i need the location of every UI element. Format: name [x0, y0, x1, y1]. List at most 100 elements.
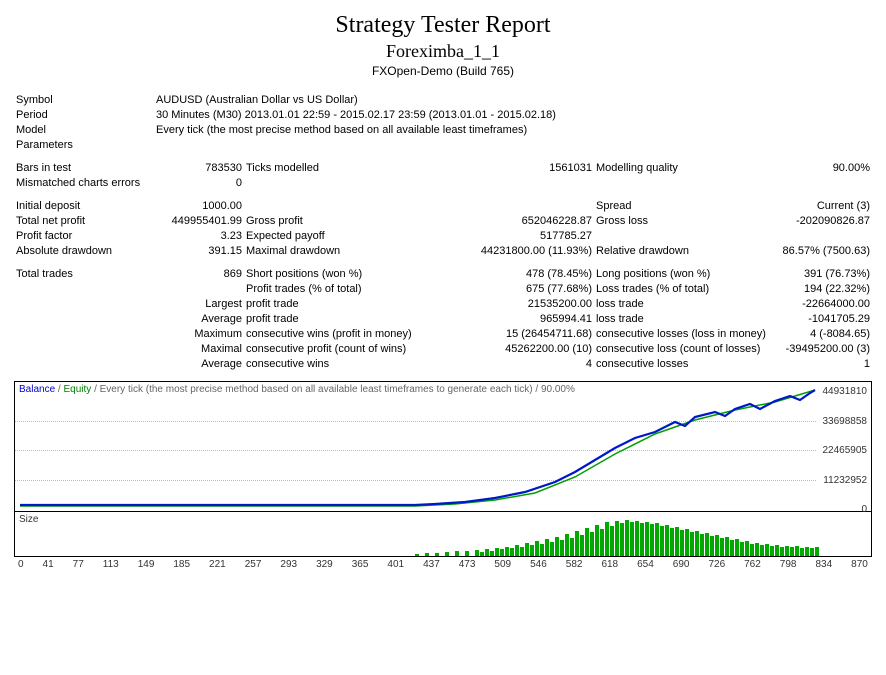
x-tick: 149 [138, 559, 155, 570]
x-axis: 0417711314918522125729332936540143747350… [14, 557, 872, 574]
gl-value: -202090826.87 [774, 213, 872, 228]
x-tick: 546 [530, 559, 547, 570]
mcp-value: 45262200.00 (10) [454, 341, 594, 356]
gp-label: Gross profit [244, 213, 454, 228]
y-axis: 449318103369885822465905112329520 [812, 382, 867, 511]
x-tick: 690 [673, 559, 690, 570]
maximal-label: Maximal [154, 341, 244, 356]
x-tick: 437 [423, 559, 440, 570]
x-tick: 726 [708, 559, 725, 570]
y-tick: 33698858 [823, 416, 868, 427]
md-value: 44231800.00 (11.93%) [454, 243, 594, 258]
acw-value: 4 [454, 356, 594, 371]
alt-value: -1041705.29 [774, 311, 872, 326]
gp-value: 652046228.87 [454, 213, 594, 228]
report-subtitle: Foreximba_1_1 [14, 41, 872, 62]
model-value: Every tick (the most precise method base… [154, 122, 872, 137]
report-title: Strategy Tester Report [14, 12, 872, 39]
symbol-label: Symbol [14, 92, 154, 107]
apt-value: 965994.41 [454, 311, 594, 326]
lp-label: Long positions (won %) [594, 266, 774, 281]
acw-label: consecutive wins [244, 356, 454, 371]
pt-value: 675 (77.68%) [454, 281, 594, 296]
mcw-value: 15 (26454711.68) [454, 326, 594, 341]
x-tick: 365 [352, 559, 369, 570]
x-tick: 293 [280, 559, 297, 570]
lt-label: Loss trades (% of total) [594, 281, 774, 296]
report-table: Symbol AUDUSD (Australian Dollar vs US D… [14, 92, 872, 371]
x-tick: 41 [43, 559, 54, 570]
x-tick: 473 [459, 559, 476, 570]
x-tick: 582 [566, 559, 583, 570]
md-label: Maximal drawdown [244, 243, 454, 258]
balance-curve [15, 382, 821, 512]
pt-label: Profit trades (% of total) [244, 281, 454, 296]
rd-value: 86.57% (7500.63) [774, 243, 872, 258]
acl-value: 1 [774, 356, 872, 371]
lpt-label: profit trade [244, 296, 454, 311]
alt-label: loss trade [594, 311, 774, 326]
x-tick: 401 [387, 559, 404, 570]
mce-label: Mismatched charts errors [14, 175, 154, 190]
x-tick: 618 [601, 559, 618, 570]
ticks-label: Ticks modelled [244, 160, 454, 175]
largest-label: Largest [154, 296, 244, 311]
balance-equity-panel: Balance / Equity / Every tick (the most … [15, 382, 871, 512]
mcl-label: consecutive losses (loss in money) [594, 326, 774, 341]
tt-label: Total trades [14, 266, 154, 281]
pf-value: 3.23 [154, 228, 244, 243]
acl-label: consecutive losses [594, 356, 774, 371]
apt-label: profit trade [244, 311, 454, 326]
x-tick: 834 [815, 559, 832, 570]
llt-label: loss trade [594, 296, 774, 311]
x-tick: 77 [73, 559, 84, 570]
ep-value: 517785.27 [454, 228, 594, 243]
tt-value: 869 [154, 266, 244, 281]
x-tick: 185 [173, 559, 190, 570]
period-label: Period [14, 107, 154, 122]
mce-value: 0 [154, 175, 244, 190]
ep-label: Expected payoff [244, 228, 454, 243]
mcls-value: -39495200.00 (3) [774, 341, 872, 356]
pf-label: Profit factor [14, 228, 154, 243]
mcw-label: consecutive wins (profit in money) [244, 326, 454, 341]
x-tick: 257 [245, 559, 262, 570]
lt-value: 194 (22.32%) [774, 281, 872, 296]
ad-value: 391.15 [154, 243, 244, 258]
maximum-label: Maximum [154, 326, 244, 341]
mcp-label: consecutive profit (count of wins) [244, 341, 454, 356]
tnp-value: 449955401.99 [154, 213, 244, 228]
report-build: FXOpen-Demo (Build 765) [14, 64, 872, 78]
size-panel: Size [15, 512, 871, 556]
x-tick: 0 [18, 559, 24, 570]
sp-label: Short positions (won %) [244, 266, 454, 281]
mq-value: 90.00% [774, 160, 872, 175]
lp-value: 391 (76.73%) [774, 266, 872, 281]
ticks-value: 1561031 [454, 160, 594, 175]
x-tick: 654 [637, 559, 654, 570]
rd-label: Relative drawdown [594, 243, 774, 258]
bars-value: 783530 [154, 160, 244, 175]
equity-chart: Balance / Equity / Every tick (the most … [14, 381, 872, 557]
llt-value: -22664000.00 [774, 296, 872, 311]
average2-label: Average [154, 356, 244, 371]
symbol-value: AUDUSD (Australian Dollar vs US Dollar) [154, 92, 872, 107]
x-tick: 113 [103, 559, 119, 570]
x-tick: 509 [494, 559, 511, 570]
mq-label: Modelling quality [594, 160, 774, 175]
ad-label: Absolute drawdown [14, 243, 154, 258]
sp-value: 478 (78.45%) [454, 266, 594, 281]
model-label: Model [14, 122, 154, 137]
spread-value: Current (3) [774, 198, 872, 213]
period-value: 30 Minutes (M30) 2013.01.01 22:59 - 2015… [154, 107, 872, 122]
x-tick: 870 [851, 559, 868, 570]
initdep-label: Initial deposit [14, 198, 154, 213]
lpt-value: 21535200.00 [454, 296, 594, 311]
tnp-label: Total net profit [14, 213, 154, 228]
bars-label: Bars in test [14, 160, 154, 175]
x-tick: 762 [744, 559, 761, 570]
y-tick: 11232952 [823, 475, 867, 486]
gl-label: Gross loss [594, 213, 774, 228]
spread-label: Spread [594, 198, 774, 213]
size-bars [15, 512, 821, 556]
